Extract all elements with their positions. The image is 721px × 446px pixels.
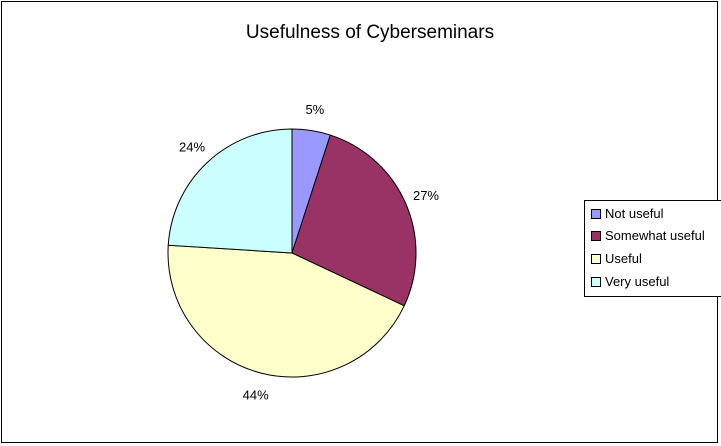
legend-item-not-useful: Not useful	[591, 206, 664, 222]
legend-swatch-very-useful	[591, 276, 601, 287]
legend-item-very-useful: Very useful	[591, 274, 669, 290]
pie-slice-useful	[167, 244, 405, 378]
pie-slice-somewhat-useful	[291, 134, 417, 307]
pie-slice-very-useful	[167, 128, 293, 254]
data-label-not-useful: 5%	[305, 102, 324, 117]
legend-label-useful: Useful	[605, 251, 642, 266]
data-label-somewhat-useful: 27%	[413, 188, 439, 203]
chart-title: Usefulness of Cyberseminars	[245, 22, 495, 43]
legend-item-somewhat-useful: Somewhat useful	[591, 228, 705, 244]
legend-label-very-useful: Very useful	[605, 274, 670, 289]
legend-swatch-not-useful	[591, 208, 601, 219]
legend-label-somewhat-useful: Somewhat useful	[605, 228, 705, 243]
legend-label-not-useful: Not useful	[605, 206, 664, 221]
data-label-useful: 44%	[243, 387, 269, 402]
legend-swatch-somewhat-useful	[591, 230, 601, 241]
legend-swatch-useful	[591, 253, 601, 264]
legend: Not useful Somewhat useful Useful Very u…	[584, 200, 721, 297]
data-label-very-useful: 24%	[179, 140, 205, 155]
legend-item-useful: Useful	[591, 251, 642, 267]
